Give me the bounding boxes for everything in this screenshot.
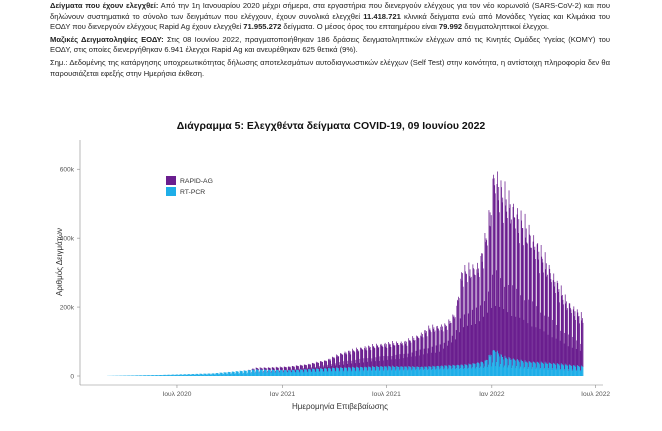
- y-tick-label: 200k: [60, 304, 75, 311]
- x-tick-label: Ιουλ 2020: [163, 391, 192, 398]
- chart-title: Διάγραμμα 5: Ελεγχθέντα δείγματα COVID-1…: [176, 120, 486, 132]
- legend: RAPID-AG RT-PCR: [166, 176, 213, 196]
- mass-sampling-label: Μαζικές Δειγματοληψίες ΕΟΔΥ:: [50, 34, 164, 44]
- mass-sampling-text: Στις 08 Ιουνίου 2022, πραγματοποιήθηκαν …: [50, 34, 610, 55]
- samples-tested-label: Δείγματα που έχουν ελεγχθεί:: [50, 1, 159, 10]
- x-tick-label: Ιουλ 2021: [372, 391, 401, 398]
- weekly-average-count: 79.992: [438, 22, 463, 32]
- rapid-ag-series: [247, 171, 584, 374]
- legend-swatch-rt-pcr: [166, 187, 176, 196]
- x-tick-label: Ιουλ 2022: [581, 391, 610, 398]
- samples-tested-text-g: δειγματοληπτικοί έλεγχοι.: [462, 22, 549, 32]
- legend-label-rapid-ag: RAPID-AG: [180, 178, 213, 185]
- paragraph-samples-tested: Δείγματα που έχουν ελεγχθεί: Από την 1η …: [50, 1, 610, 33]
- paragraph-note: Σημ.: Δεδομένης της κατάργησης υποχρεωτι…: [50, 58, 610, 79]
- samples-tested-text-e: δείγματα. Ο μέσος όρος του επταημέρου εί…: [281, 22, 439, 32]
- paragraph-mass-sampling: Μαζικές Δειγματοληψίες ΕΟΔΥ: Στις 08 Ιου…: [50, 35, 610, 56]
- x-axis-title: Ημερομηνία Επιβεβαίωσης: [292, 402, 388, 411]
- y-tick-label: 600k: [60, 167, 75, 174]
- samples-tested-text-a: Από την 1η Ιανουαρίου 2020 μέχρι σήμερα,…: [50, 1, 610, 21]
- y-tick-label: 400k: [60, 235, 75, 242]
- note-label: Σημ.:: [50, 57, 68, 67]
- y-axis-title: Αριθμός Δειγμάτων: [55, 228, 64, 296]
- rapid-ag-samples-count: 71.955.272: [243, 22, 282, 32]
- x-tick-label: Ιαν 2022: [479, 391, 505, 398]
- x-tick-label: Ιαν 2021: [270, 391, 296, 398]
- rt-pcr-series: [106, 350, 584, 376]
- legend-swatch-rapid-ag: [166, 176, 176, 185]
- note-text: Δεδομένης της κατάργησης υποχρεωτικότητα…: [50, 57, 610, 78]
- x-axis-ticks: Ιουλ 2020 Ιαν 2021 Ιουλ 2021 Ιαν 2022 Ιουλ 2…: [163, 385, 610, 398]
- samples-tested-text-c: κλινικά δείγματα ενώ από Μονάδες Υγείας …: [50, 11, 610, 32]
- y-tick-label: 0: [70, 373, 74, 380]
- legend-label-rt-pcr: RT-PCR: [180, 189, 205, 196]
- y-axis-ticks: 0 200k 400k 600k: [60, 167, 80, 380]
- report-text: Δείγματα που έχουν ελεγχθεί: Από την 1η …: [50, 1, 610, 79]
- clinical-samples-count: 11.418.721: [363, 11, 401, 21]
